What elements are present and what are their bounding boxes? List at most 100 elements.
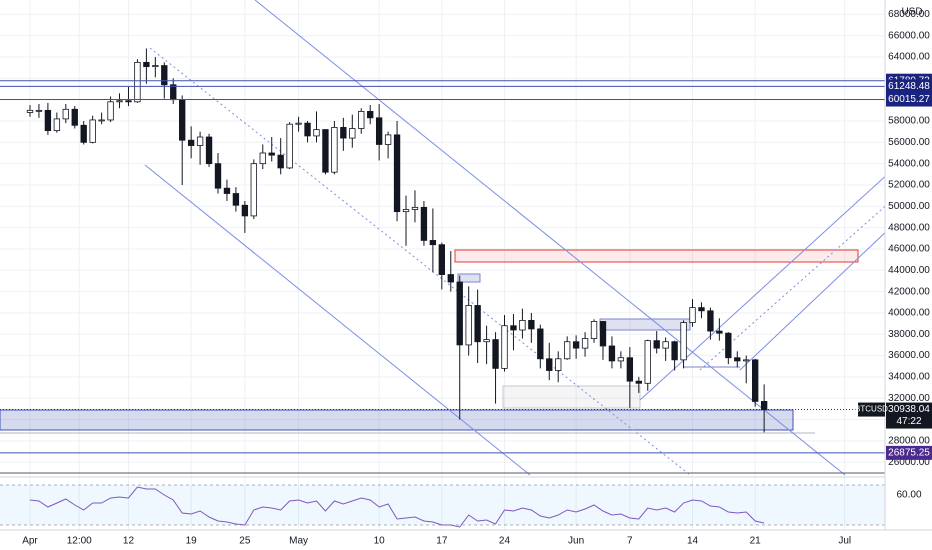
candle-body <box>653 340 660 349</box>
candle-body <box>107 101 114 121</box>
candle-body <box>223 187 231 194</box>
candle-body <box>752 359 759 402</box>
candle-body <box>429 240 437 246</box>
candle-body <box>635 380 642 384</box>
candle-body <box>71 108 78 126</box>
candles <box>0 48 885 528</box>
x-tick-label: 10 <box>374 536 386 547</box>
candle-body <box>411 206 419 210</box>
candle-body <box>349 128 356 139</box>
y-tick-label: 50000.00 <box>888 201 930 212</box>
y-tick-label: 38000.00 <box>888 329 930 340</box>
y-tick-label: 44000.00 <box>888 265 930 276</box>
drawings <box>0 0 891 476</box>
countdown-label: 47:22 <box>896 416 921 427</box>
candle-body <box>456 281 463 346</box>
candle-body <box>734 357 741 362</box>
candle-body <box>196 136 204 146</box>
candle-body <box>510 325 517 331</box>
level-label: 26875.25 <box>888 448 930 459</box>
level-label: 60015.27 <box>888 94 930 105</box>
candle-body <box>581 338 589 349</box>
x-tick-label: 14 <box>687 536 699 547</box>
candle-body <box>322 129 329 173</box>
trend-line <box>699 201 891 371</box>
trend-line <box>254 0 846 476</box>
trend-line <box>144 164 531 476</box>
symbol-label: BTCUSD <box>855 405 888 414</box>
y-tick-label: 28000.00 <box>888 436 930 447</box>
candle-body <box>447 274 454 283</box>
y-tick-label: 48000.00 <box>888 222 930 233</box>
candle-body <box>384 134 392 145</box>
candle-body <box>143 61 150 68</box>
last-price-label: 30938.04 <box>888 404 930 415</box>
level-label-box <box>886 445 932 460</box>
x-tick-label: Jul <box>838 536 851 547</box>
candle-body <box>608 345 616 362</box>
candle-body <box>313 129 320 137</box>
y-tick-label: 64000.00 <box>888 52 930 63</box>
zone <box>599 318 691 331</box>
candle-body <box>89 119 96 143</box>
candle-body <box>170 84 177 101</box>
y-tick-label: 34000.00 <box>888 372 930 383</box>
level-label-box <box>886 79 932 94</box>
trend-line <box>639 171 891 401</box>
zone <box>502 385 641 409</box>
y-tick-label: 40000.00 <box>888 308 930 319</box>
candle-body <box>44 109 52 132</box>
x-tick-label: Apr <box>22 536 38 547</box>
candle-body <box>572 341 580 349</box>
candle-body <box>707 310 714 332</box>
rsi-tick-label: 60.00 <box>896 490 921 501</box>
y-tick-label: 46000.00 <box>888 244 930 255</box>
candle-body <box>725 332 732 359</box>
candle-body <box>304 122 311 137</box>
candle-body <box>277 154 284 169</box>
candle-body <box>546 358 553 371</box>
y-tick-label: 36000.00 <box>888 350 930 361</box>
candle-body <box>161 65 168 86</box>
x-tick-label: 12 <box>123 536 135 547</box>
candle-body <box>599 321 607 347</box>
candle-body <box>134 61 141 103</box>
candle-body <box>62 108 69 120</box>
x-tick-label: 21 <box>750 536 762 547</box>
candle-body <box>420 206 428 241</box>
candle-body <box>26 109 34 113</box>
trend-line <box>739 227 891 371</box>
currency-label: USD <box>901 7 922 18</box>
rsi-band <box>0 485 885 525</box>
candle-body <box>80 124 87 143</box>
resistance-zone <box>454 249 859 263</box>
y-tick-label: 56000.00 <box>888 137 930 148</box>
candle-body <box>125 100 132 103</box>
candle-body <box>268 152 275 156</box>
candle-body <box>519 319 526 331</box>
candle-body <box>259 152 266 165</box>
candle-body <box>438 244 446 275</box>
candle-body <box>367 111 374 119</box>
x-tick-label: May <box>289 536 308 547</box>
candle-body <box>286 123 293 169</box>
y-tick-label: 42000.00 <box>888 286 930 297</box>
candle-body <box>626 357 634 382</box>
last-price-box <box>886 402 932 429</box>
labels: 26000.0028000.0030000.0032000.0034000.00… <box>22 9 932 547</box>
candle-body <box>98 119 105 122</box>
candle-body <box>331 127 338 173</box>
candle-body <box>760 401 768 410</box>
candle-body <box>680 322 687 361</box>
candle-body <box>671 341 678 361</box>
y-tick-label: 66000.00 <box>888 30 930 41</box>
y-tick-label: 58000.00 <box>888 116 930 127</box>
candle-body <box>116 100 123 103</box>
candle-body <box>179 99 186 141</box>
candle-body <box>590 321 598 339</box>
candle-body <box>214 163 222 189</box>
x-tick-label: 25 <box>239 536 251 547</box>
x-tick-label: 19 <box>186 536 198 547</box>
candle-body <box>232 193 240 206</box>
candle-body <box>402 209 410 213</box>
